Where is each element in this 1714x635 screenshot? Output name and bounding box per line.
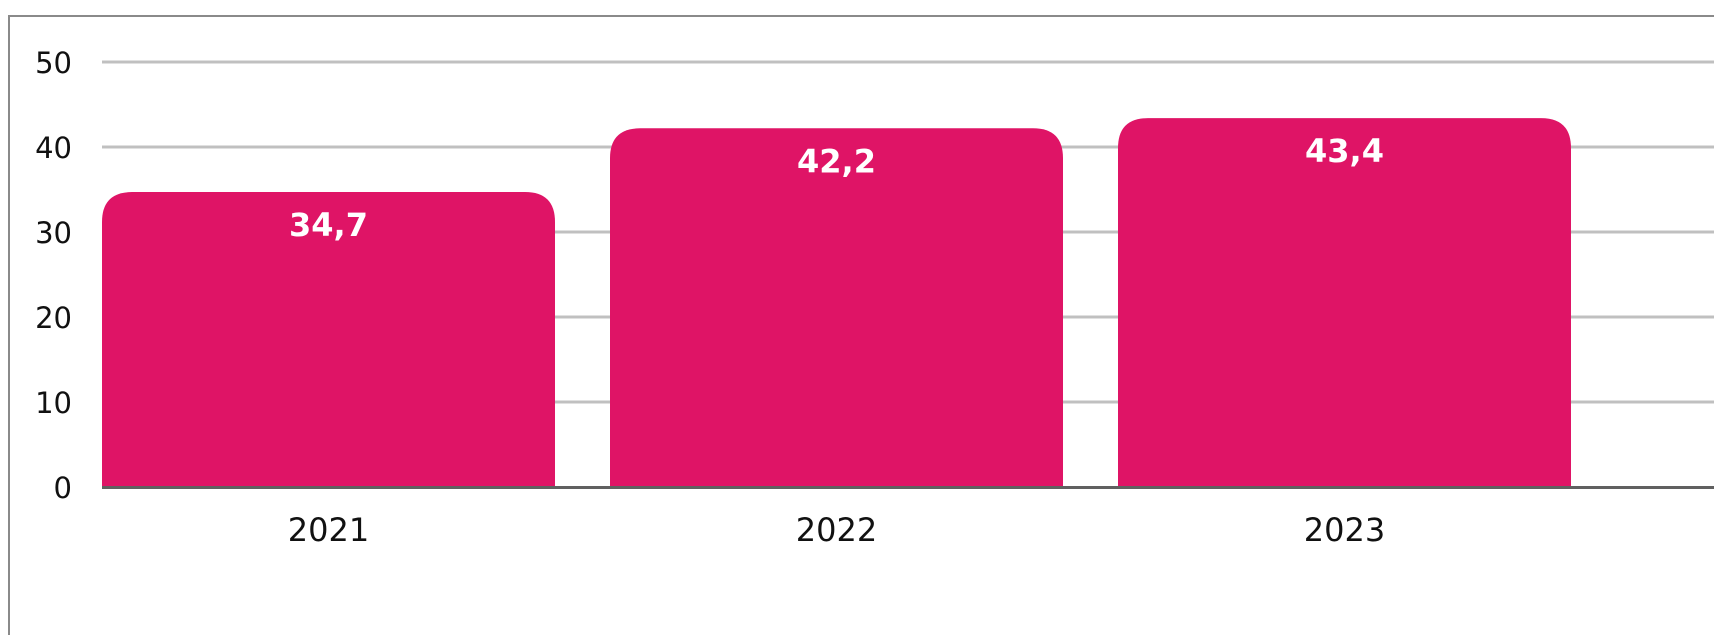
y-tick-label: 20 — [35, 301, 72, 335]
y-tick-label: 30 — [35, 216, 72, 250]
bar-2023 — [1118, 118, 1571, 487]
bar-2022 — [610, 128, 1063, 487]
x-tick-label: 2022 — [796, 511, 877, 549]
y-tick-label: 0 — [54, 471, 72, 505]
data-label: 34,7 — [289, 206, 368, 244]
y-tick-label: 10 — [35, 386, 72, 420]
x-tick-label: 2021 — [288, 511, 369, 549]
data-label: 42,2 — [797, 142, 876, 180]
y-axis-ticks: 0 10 20 30 40 50 — [35, 46, 72, 505]
y-tick-label: 50 — [35, 46, 72, 80]
y-tick-label: 40 — [35, 131, 72, 165]
x-axis-ticks: 2021 2022 2023 — [288, 511, 1385, 549]
data-label: 43,4 — [1305, 132, 1384, 170]
x-tick-label: 2023 — [1304, 511, 1385, 549]
